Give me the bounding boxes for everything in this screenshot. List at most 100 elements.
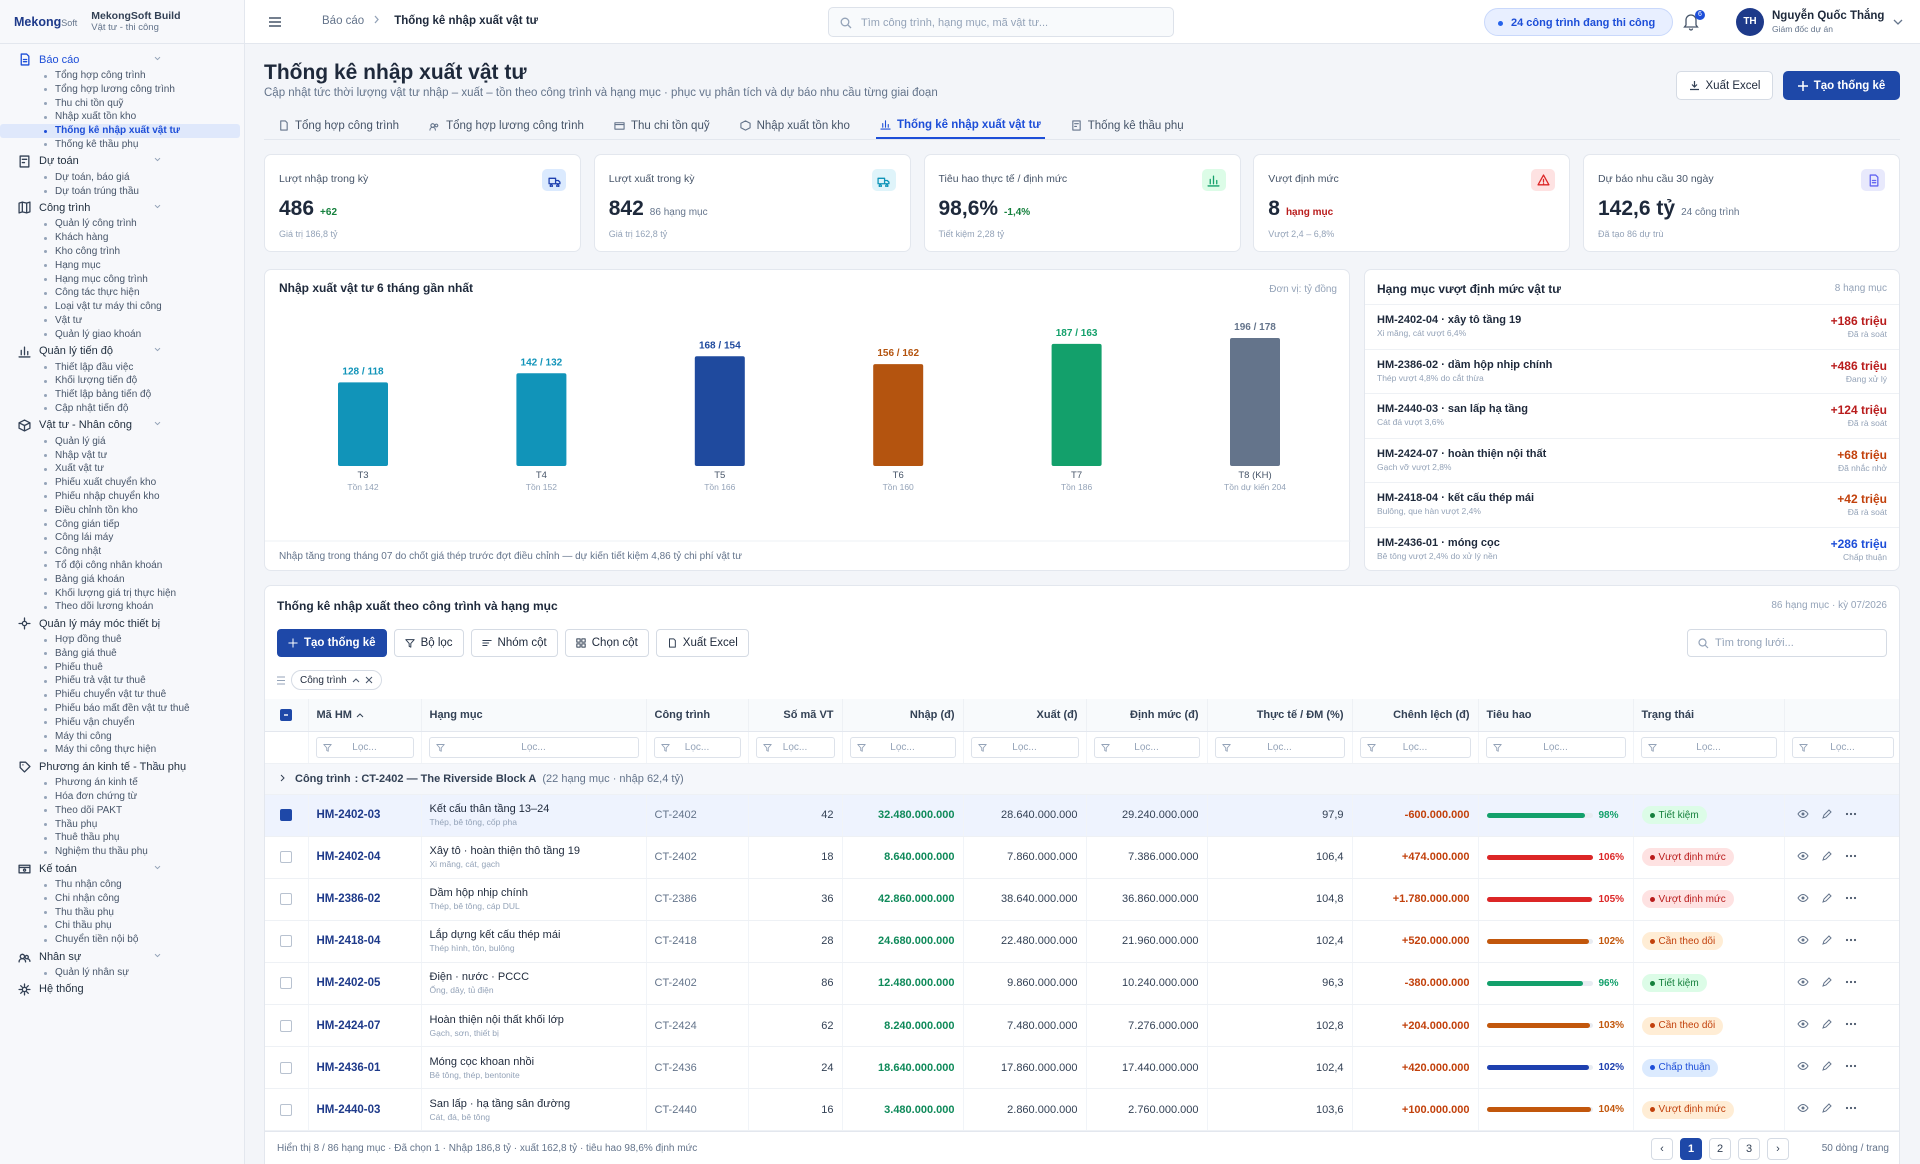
filter-input[interactable]: Lọc... bbox=[1093, 736, 1200, 758]
tab[interactable]: Thu chi tồn quỹ bbox=[610, 112, 714, 139]
nav-item[interactable]: Bảng giá thuê bbox=[0, 647, 240, 661]
overrun-row[interactable]: HM-2402-04 · xây tô tầng 19 Xi măng, cát … bbox=[1365, 304, 1899, 349]
overrun-row[interactable]: HM-2386-02 · dầm hộp nhịp chính Thép vượt… bbox=[1365, 348, 1899, 394]
filter-input[interactable]: Lọc... bbox=[1214, 736, 1345, 758]
nav-item[interactable]: Loại vật tư máy thi công bbox=[0, 300, 240, 314]
view-button[interactable] bbox=[1796, 808, 1809, 820]
edit-button[interactable] bbox=[1821, 850, 1833, 862]
edit-button[interactable] bbox=[1821, 934, 1833, 946]
nav-item[interactable]: Chuyển tiền nội bộ bbox=[0, 933, 240, 947]
header-cell[interactable]: Chênh lệch (đ) bbox=[1352, 699, 1479, 732]
row-checkbox[interactable] bbox=[280, 977, 293, 990]
nav-item[interactable]: Phiếu xuất chuyển kho bbox=[0, 476, 240, 490]
view-button[interactable] bbox=[1796, 934, 1809, 946]
header-cell[interactable]: Số mã VT bbox=[748, 699, 843, 732]
row-checkbox[interactable] bbox=[280, 809, 293, 822]
nav-item[interactable]: Phiếu trả vật tư thuê bbox=[0, 674, 240, 688]
nav-item[interactable]: Tổng hợp công trình bbox=[0, 69, 240, 83]
nav-group[interactable]: Báo cáo bbox=[0, 50, 244, 69]
toolbar-button[interactable]: Bộ lọc bbox=[393, 629, 464, 657]
code-cell[interactable]: HM-2402-04 bbox=[308, 836, 422, 879]
data-row[interactable]: HM-2436-01 Móng cọc khoan nhồi Bê tông, th… bbox=[265, 1046, 1899, 1090]
nav-item[interactable]: Tổ đội công nhân khoán bbox=[0, 559, 240, 573]
logo[interactable]: MekongSoft bbox=[14, 15, 77, 29]
row-checkbox[interactable] bbox=[280, 1103, 293, 1116]
nav-item[interactable]: Quản lý giá bbox=[0, 435, 240, 449]
nav-item[interactable]: Nghiệm thu thầu phụ bbox=[0, 845, 240, 859]
nav-group[interactable]: Hệ thống bbox=[0, 980, 244, 999]
nav-item[interactable]: Dự toán trúng thầu bbox=[0, 185, 240, 199]
avatar[interactable]: TH bbox=[1736, 8, 1764, 36]
nav-group[interactable]: Quản lý máy móc thiết bị bbox=[0, 614, 244, 633]
header-cell[interactable]: Thực tế / ĐM (%) bbox=[1207, 699, 1353, 732]
remove-chip[interactable] bbox=[365, 676, 373, 684]
tab[interactable]: Tổng hợp công trình bbox=[274, 112, 403, 139]
edit-button[interactable] bbox=[1821, 1102, 1833, 1114]
edit-button[interactable] bbox=[1821, 1018, 1833, 1030]
tab[interactable]: Tổng hợp lương công trình bbox=[425, 112, 588, 139]
nav-item[interactable]: Công gián tiếp bbox=[0, 518, 240, 532]
filter-input[interactable]: Lọc... bbox=[755, 736, 835, 758]
header-cell[interactable]: Trạng thái bbox=[1633, 699, 1785, 732]
select-all[interactable] bbox=[280, 708, 293, 721]
nav-group[interactable]: Công trình bbox=[0, 198, 244, 217]
user-menu[interactable] bbox=[1893, 18, 1903, 26]
filter-input[interactable]: Lọc... bbox=[970, 736, 1079, 758]
data-row[interactable]: HM-2424-07 Hoàn thiện nội thất khối lớp Gạ… bbox=[265, 1004, 1899, 1048]
nav-item[interactable]: Vật tư bbox=[0, 314, 240, 328]
code-cell[interactable]: HM-2440-03 bbox=[308, 1088, 422, 1132]
more-button[interactable] bbox=[1845, 850, 1857, 862]
nav-item[interactable]: Nhập xuất tồn kho bbox=[0, 110, 240, 124]
grid-search[interactable]: Tìm trong lưới... bbox=[1687, 629, 1887, 657]
header-cell[interactable]: Nhập (đ) bbox=[842, 699, 964, 732]
overrun-row[interactable]: HM-2424-07 · hoàn thiện nội thất Gạch vỡ … bbox=[1365, 437, 1899, 483]
nav-group[interactable]: Quản lý tiến độ bbox=[0, 342, 244, 361]
nav-item[interactable]: Xuất vật tư bbox=[0, 462, 240, 476]
nav-item[interactable]: Khối lượng tiến độ bbox=[0, 374, 240, 388]
edit-button[interactable] bbox=[1821, 808, 1833, 820]
view-button[interactable] bbox=[1796, 1060, 1809, 1072]
more-button[interactable] bbox=[1845, 808, 1857, 820]
filter-input[interactable]: Lọc... bbox=[849, 736, 956, 758]
edit-button[interactable] bbox=[1821, 976, 1833, 988]
code-cell[interactable]: HM-2386-02 bbox=[308, 878, 422, 921]
nav-item[interactable]: Công lái máy bbox=[0, 531, 240, 545]
nav-item[interactable]: Dự toán, báo giá bbox=[0, 171, 240, 185]
filter-input[interactable]: Lọc... bbox=[1485, 736, 1626, 758]
nav-item[interactable]: Công tác thực hiện bbox=[0, 286, 240, 300]
code-cell[interactable]: HM-2402-03 bbox=[308, 794, 422, 837]
nav-group[interactable]: Kế toán bbox=[0, 859, 244, 878]
header-cell[interactable]: Định mức (đ) bbox=[1086, 699, 1208, 732]
page-button[interactable]: 2 bbox=[1709, 1138, 1731, 1160]
nav-item[interactable]: Hóa đơn chứng từ bbox=[0, 790, 240, 804]
tab[interactable]: Thống kê thầu phụ bbox=[1067, 112, 1188, 139]
edit-button[interactable] bbox=[1821, 892, 1833, 904]
nav-item[interactable]: Thầu phụ bbox=[0, 818, 240, 832]
nav-item[interactable]: Thống kê nhập xuất vật tư bbox=[0, 124, 240, 138]
nav-item[interactable]: Phiếu nhập chuyển kho bbox=[0, 490, 240, 504]
page-button[interactable]: 1 bbox=[1680, 1138, 1702, 1160]
data-row[interactable]: HM-2402-05 Điện · nước · PCCC Ống, dây, tủ… bbox=[265, 962, 1899, 1005]
nav-item[interactable]: Thống kê thầu phụ bbox=[0, 138, 240, 152]
expand-icon[interactable] bbox=[279, 774, 287, 782]
nav-item[interactable]: Phiếu thuê bbox=[0, 661, 240, 675]
nav-item[interactable]: Điều chỉnh tồn kho bbox=[0, 504, 240, 518]
group-chip[interactable]: Công trình bbox=[291, 670, 382, 690]
toolbar-button[interactable]: Xuất Excel bbox=[655, 629, 749, 657]
page-size[interactable]: 50 dòng / trang bbox=[1821, 1143, 1889, 1154]
nav-group[interactable]: Dự toán bbox=[0, 152, 244, 171]
data-row[interactable]: HM-2402-03 Kết cấu thân tầng 13–24 Thép, b… bbox=[265, 794, 1899, 837]
overrun-row[interactable]: HM-2440-03 · san lấp hạ tầng Cát đá vượt … bbox=[1365, 393, 1899, 438]
nav-item[interactable]: Thu nhận công bbox=[0, 878, 240, 892]
row-checkbox[interactable] bbox=[280, 1019, 293, 1032]
nav-item[interactable]: Hạng mục bbox=[0, 259, 240, 273]
more-button[interactable] bbox=[1845, 892, 1857, 904]
nav-item[interactable]: Chi nhận công bbox=[0, 892, 240, 906]
nav-item[interactable]: Cập nhật tiến độ bbox=[0, 402, 240, 416]
data-row[interactable]: HM-2402-04 Xây tô · hoàn thiện thô tầng 1… bbox=[265, 836, 1899, 879]
more-button[interactable] bbox=[1845, 1018, 1857, 1030]
code-cell[interactable]: HM-2424-07 bbox=[308, 1004, 422, 1048]
more-button[interactable] bbox=[1845, 976, 1857, 988]
header-cell[interactable]: Mã HM bbox=[308, 699, 422, 732]
nav-item[interactable]: Hạng mục công trình bbox=[0, 273, 240, 287]
